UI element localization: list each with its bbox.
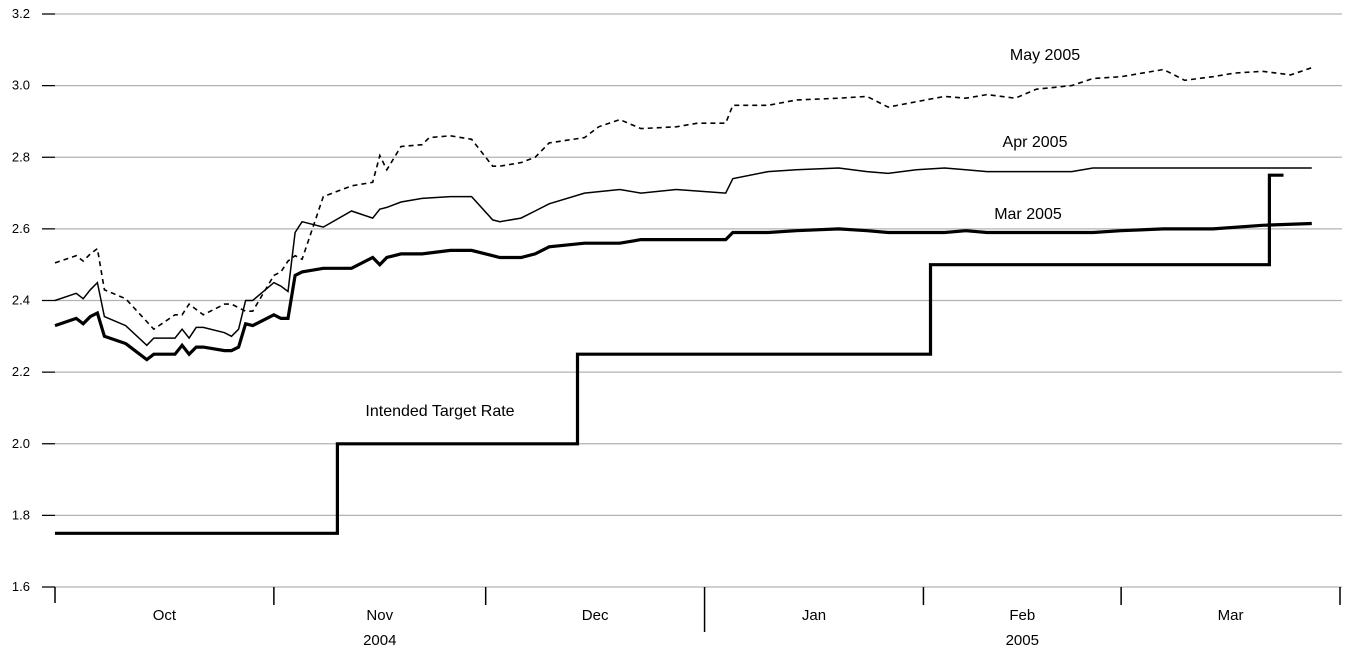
gridlines <box>42 13 1342 588</box>
y-tick-label: 3.0 <box>12 78 30 93</box>
y-tick-label: 2.0 <box>12 436 30 451</box>
series-line-apr-2005 <box>54 167 1312 347</box>
x-month-label: Nov <box>366 607 393 624</box>
y-tick-label: 2.2 <box>12 364 30 379</box>
y-tick-label: 2.8 <box>12 149 30 164</box>
y-tick-label: 2.6 <box>12 221 30 236</box>
series-label-may-2005: May 2005 <box>1010 47 1080 64</box>
x-month-label: Oct <box>153 607 177 624</box>
x-year-label: 2005 <box>1006 632 1039 649</box>
series-line-mar-2005 <box>54 221 1312 362</box>
x-month-label: Mar <box>1218 607 1244 624</box>
x-month-label: Jan <box>802 607 826 624</box>
series-label-intended-target-rate: Intended Target Rate <box>365 403 514 420</box>
y-tick-label: 1.8 <box>12 507 30 522</box>
x-axis: Oct Nov Dec Jan Feb Mar 2004 2005 <box>54 587 1341 649</box>
series-line-intended-target-rate <box>55 173 1284 535</box>
x-year-label: 2004 <box>363 632 396 649</box>
series-label-apr-2005: Apr 2005 <box>1003 134 1068 151</box>
y-tick-label: 1.6 <box>12 579 30 594</box>
y-tick-label: 2.4 <box>12 293 30 308</box>
x-month-label: Feb <box>1009 607 1035 624</box>
series-label-mar-2005: Mar 2005 <box>994 206 1062 223</box>
series-lines <box>54 66 1313 535</box>
x-month-label: Dec <box>582 607 609 624</box>
series-line-may-2005 <box>54 66 1313 331</box>
y-axis: 1.6 1.8 2.0 2.2 2.4 2.6 2.8 3.0 3.2 <box>12 6 55 594</box>
y-tick-label: 3.2 <box>12 6 30 21</box>
